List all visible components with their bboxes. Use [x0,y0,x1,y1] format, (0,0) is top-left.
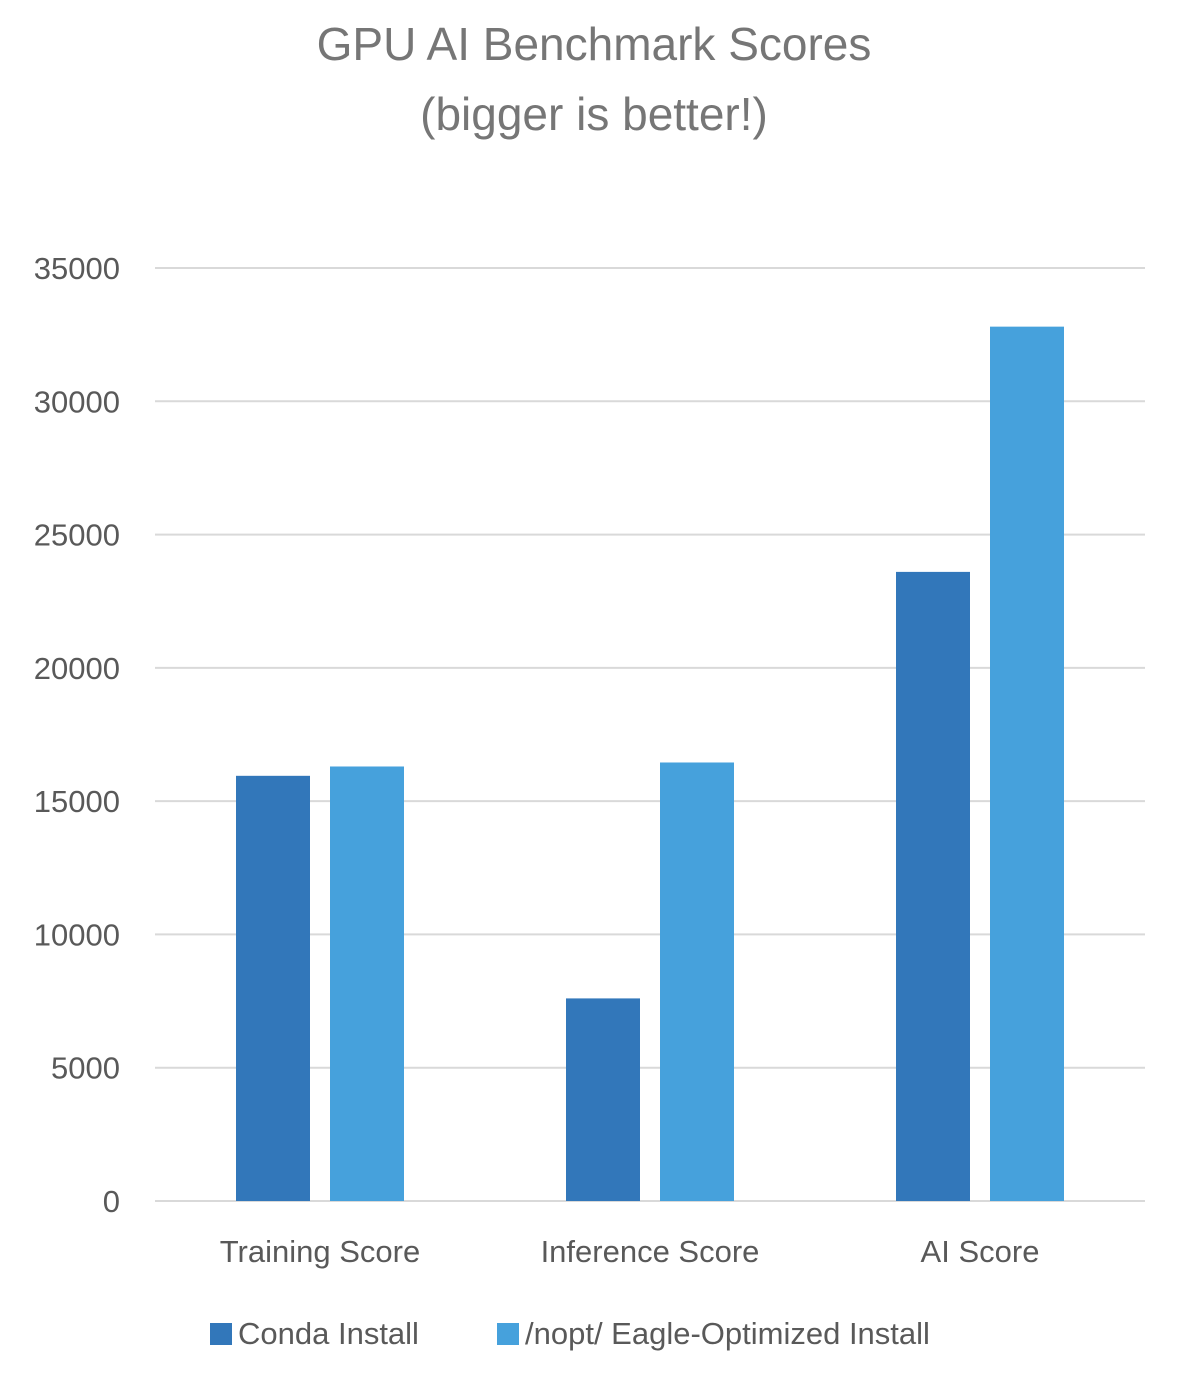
y-tick-label: 5000 [51,1051,120,1086]
bars [236,326,1064,1201]
y-tick-label: 35000 [34,251,120,286]
y-tick-label: 25000 [34,518,120,553]
legend-label: Conda Install [238,1316,419,1351]
bar-conda-1 [566,998,640,1201]
bar-conda-2 [896,571,970,1201]
y-tick-label: 10000 [34,917,120,952]
x-tick-label: Training Score [220,1234,420,1269]
legend-label: /nopt/ Eagle-Optimized Install [525,1316,930,1351]
chart-subtitle: (bigger is better!) [420,88,768,140]
legend-swatch [497,1323,519,1345]
y-axis-ticks: 0 5000 10000 15000 20000 25000 30000 35000 [34,251,120,1219]
legend-swatch [210,1323,232,1345]
x-axis-ticks: Training Score Inference Score AI Score [220,1234,1040,1269]
legend: Conda Install/nopt/ Eagle-Optimized Inst… [210,1316,930,1351]
gridlines [155,267,1145,1202]
y-tick-label: 20000 [34,651,120,686]
chart-title: GPU AI Benchmark Scores [317,18,872,70]
bar-eagle-optimized-2 [990,326,1064,1201]
bar-conda-0 [236,775,310,1201]
bar-eagle-optimized-1 [660,762,734,1201]
y-tick-label: 15000 [34,784,120,819]
x-tick-label: Inference Score [541,1234,760,1269]
y-tick-label: 30000 [34,384,120,419]
bar-eagle-optimized-0 [330,766,404,1201]
x-tick-label: AI Score [921,1234,1040,1269]
y-tick-label: 0 [103,1184,120,1219]
